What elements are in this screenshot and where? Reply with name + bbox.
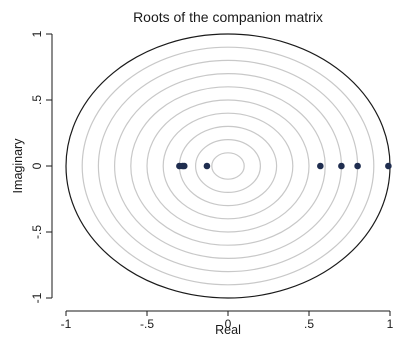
reference-circle — [146, 99, 310, 233]
x-axis-title: Real — [215, 323, 241, 337]
y-tick-label: .5 — [30, 95, 44, 105]
root-point — [338, 162, 345, 170]
y-tick-label: 0 — [30, 162, 44, 169]
reference-circle — [113, 72, 343, 260]
root-point — [203, 162, 211, 170]
root-point — [354, 162, 361, 170]
root-point — [180, 162, 188, 170]
x-tick-label: -.5 — [140, 317, 154, 331]
root-point — [317, 162, 324, 170]
reference-circle — [211, 152, 245, 180]
y-tick-label: -.5 — [30, 225, 44, 239]
x-tick-label: .5 — [304, 317, 314, 331]
chart-title: Roots of the companion matrix — [133, 9, 323, 25]
x-tick-label: 0 — [225, 317, 232, 331]
reference-circle — [178, 125, 278, 207]
y-axis-ticks: -1 -.5 0 .5 1 — [30, 30, 52, 303]
reference-circle — [81, 46, 375, 286]
y-tick-label: 1 — [30, 30, 44, 37]
x-axis-ticks: -1 -.5 0 .5 1 — [61, 311, 394, 331]
reference-circle — [195, 139, 262, 194]
reference-circle — [130, 86, 326, 246]
root-point — [385, 162, 392, 170]
x-tick-label: -1 — [61, 317, 72, 331]
y-tick-label: -1 — [30, 292, 44, 303]
reference-circle — [162, 112, 294, 220]
y-axis-title: Imaginary — [11, 138, 25, 194]
root-points — [176, 162, 392, 170]
x-tick-label: 1 — [387, 317, 394, 331]
